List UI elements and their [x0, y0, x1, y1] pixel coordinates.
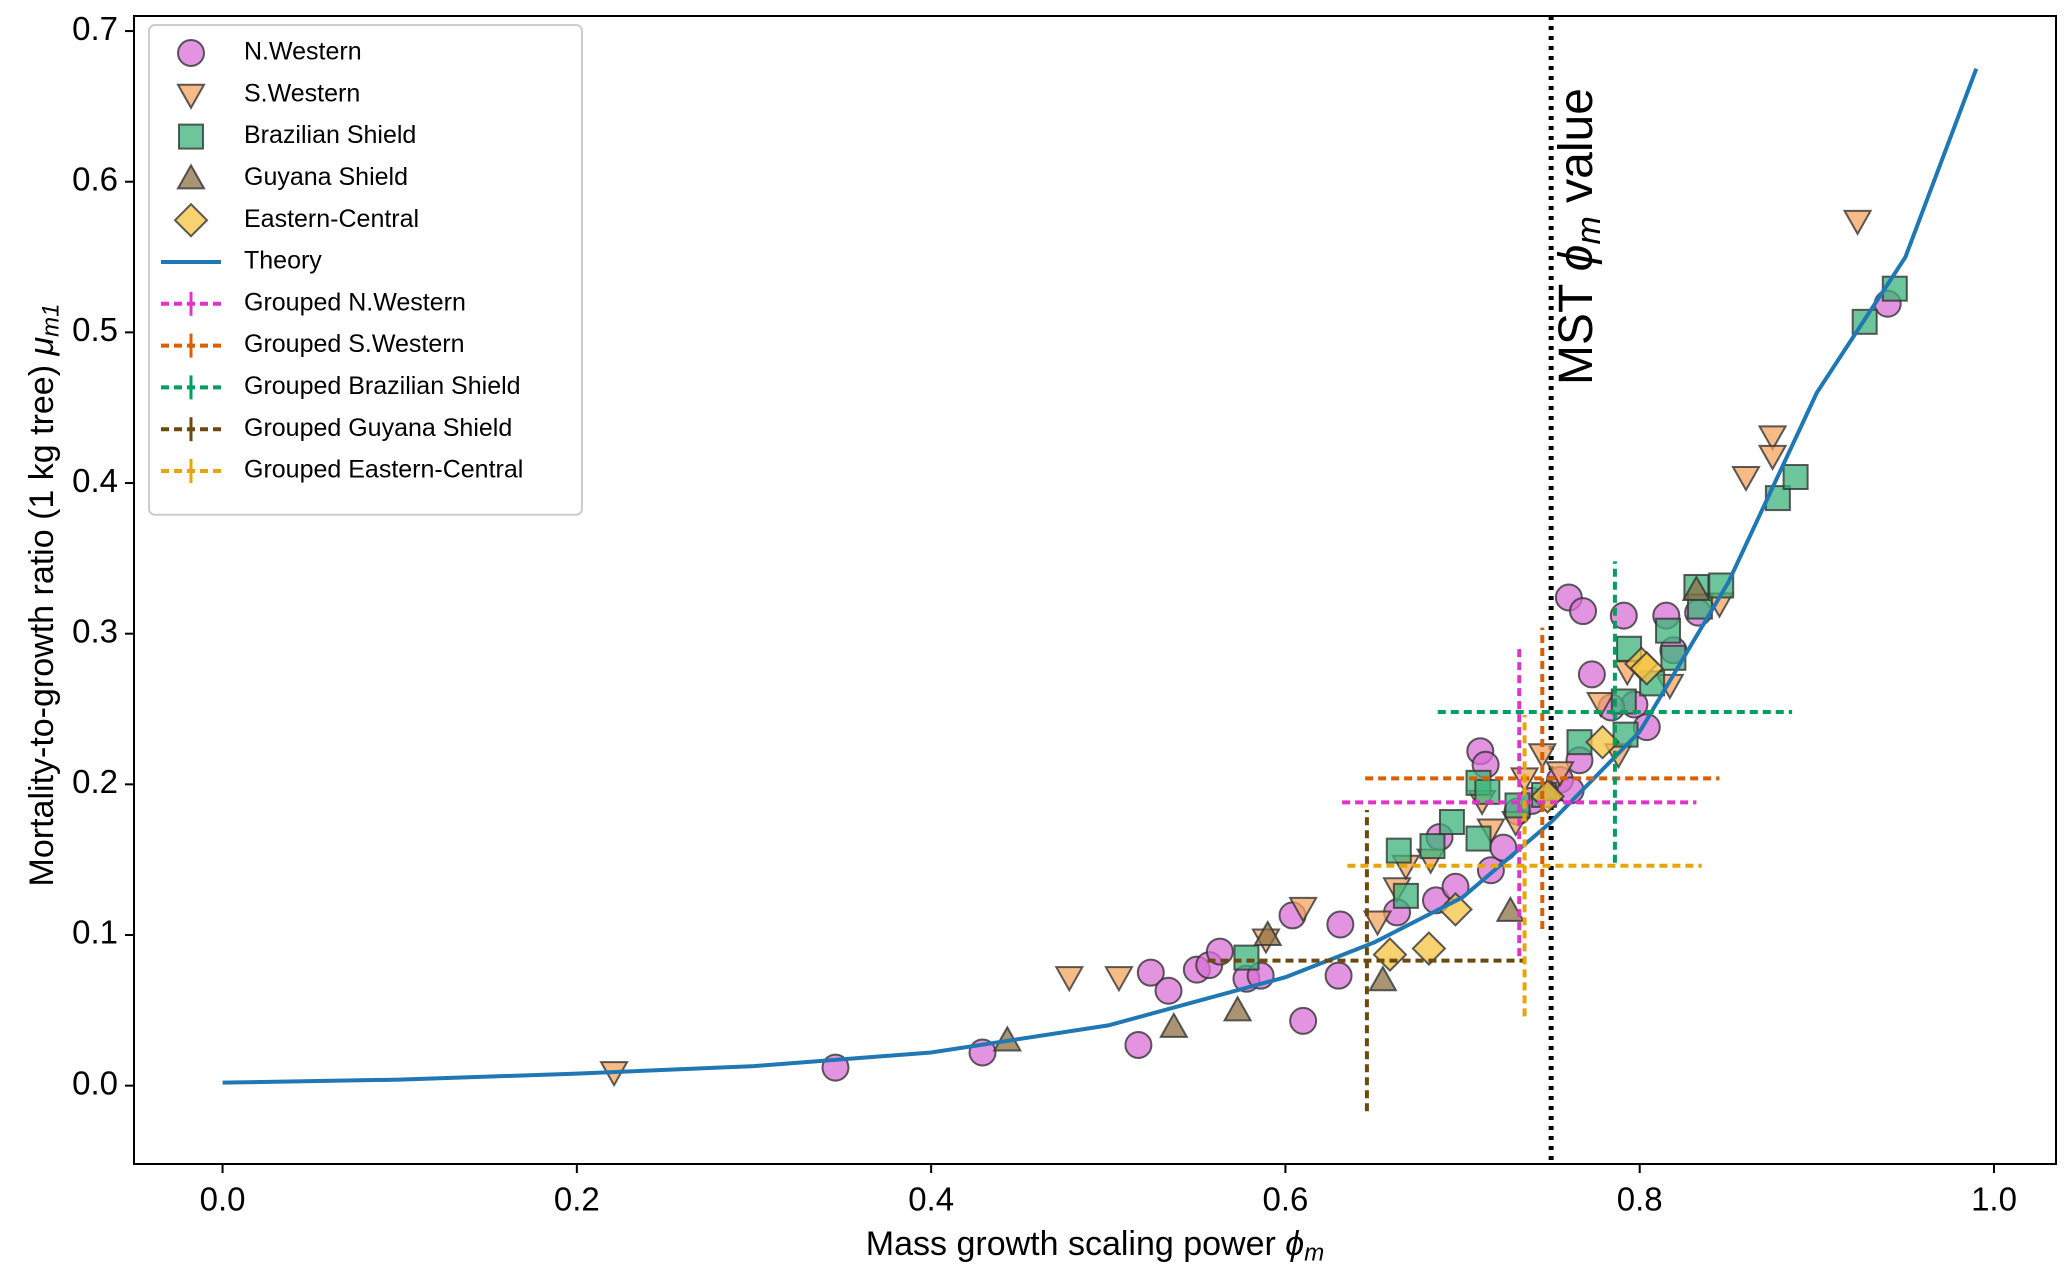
label-part: m — [1570, 216, 1608, 244]
y-tick-label: 0.5 — [72, 311, 118, 348]
label-part: MST — [1550, 271, 1603, 385]
point — [1054, 966, 1085, 993]
point — [1205, 937, 1234, 966]
y-tick-label: 0.2 — [72, 763, 118, 800]
legend-label: Grouped S.Western — [244, 330, 464, 358]
point — [1326, 910, 1355, 939]
legend-label: Eastern-Central — [244, 205, 419, 233]
label-part: μ — [23, 337, 61, 357]
point — [1474, 778, 1501, 805]
x-tick-label: 0.2 — [554, 1181, 600, 1218]
point — [1288, 896, 1318, 923]
point — [1465, 825, 1492, 852]
y-tick-label: 0.6 — [72, 160, 118, 197]
y-tick-label: 0.1 — [72, 914, 118, 951]
point — [1586, 691, 1616, 719]
legend-swatch — [177, 39, 205, 67]
legend-swatch — [173, 202, 209, 238]
point — [1438, 891, 1473, 927]
point — [1362, 910, 1393, 937]
y-tick-label: 0.7 — [72, 10, 118, 47]
legend-label: Brazilian Shield — [244, 121, 416, 149]
point — [1731, 466, 1761, 493]
point — [1438, 809, 1465, 836]
legend-label: N.Western — [244, 38, 362, 66]
legend-box — [148, 24, 583, 516]
plot-frame — [133, 15, 2057, 1165]
point — [1136, 958, 1165, 987]
x-tick-label: 1.0 — [1971, 1181, 2017, 1218]
point — [1289, 1006, 1318, 1035]
point — [1233, 944, 1260, 971]
point — [1842, 209, 1873, 236]
point — [1569, 597, 1598, 626]
label-part: m1 — [38, 304, 65, 337]
point — [1577, 660, 1606, 689]
reference-label: MST ϕm value — [1550, 88, 1608, 385]
point — [1545, 761, 1575, 788]
point — [1154, 976, 1183, 1005]
x-tick-label: 0.8 — [1617, 1181, 1663, 1218]
legend-label: Theory — [244, 247, 322, 275]
y-tick-label: 0.3 — [72, 612, 118, 649]
point — [1782, 464, 1809, 491]
label-part: Mortality-to-growth ratio (1 kg tree) — [23, 356, 61, 887]
label-part: ϕ — [1285, 1225, 1304, 1263]
point — [1385, 837, 1412, 864]
legend-label: Grouped Brazilian Shield — [244, 372, 521, 400]
theory-line — [222, 68, 1979, 1085]
point — [1655, 617, 1682, 644]
x-tick-label: 0.6 — [1262, 1181, 1308, 1218]
point — [1324, 961, 1353, 990]
label-part: Mass growth scaling power — [866, 1225, 1286, 1263]
point — [1372, 937, 1408, 973]
point — [1124, 1030, 1153, 1059]
legend-label: Grouped Eastern-Central — [244, 456, 523, 484]
point — [1253, 919, 1283, 947]
legend-swatch — [176, 83, 206, 110]
point — [1419, 833, 1446, 860]
y-axis-label: Mortality-to-growth ratio (1 kg tree) μm… — [23, 304, 65, 887]
legend-swatch — [178, 123, 204, 150]
label-part: value — [1550, 88, 1603, 216]
point — [1681, 574, 1712, 601]
point — [1495, 895, 1526, 922]
legend-label: Grouped N.Western — [244, 288, 466, 316]
legend-label: S.Western — [244, 79, 360, 107]
point — [1585, 724, 1620, 760]
label-part: m — [1304, 1240, 1324, 1267]
x-tick-label: 0.0 — [200, 1181, 246, 1218]
point — [1104, 966, 1134, 993]
y-tick-label: 0.4 — [72, 462, 118, 499]
label-part: ϕ — [1550, 245, 1603, 272]
legend-swatch — [176, 163, 206, 190]
legend-label: Guyana Shield — [244, 163, 408, 191]
point — [1222, 995, 1253, 1022]
point — [1368, 965, 1398, 992]
point — [1159, 1011, 1189, 1038]
x-tick-label: 0.4 — [908, 1181, 954, 1218]
y-tick-label: 0.0 — [72, 1064, 118, 1101]
point — [1609, 601, 1638, 630]
point — [1757, 425, 1788, 452]
point — [1392, 882, 1419, 909]
legend-label: Grouped Guyana Shield — [244, 414, 512, 442]
x-axis-label: Mass growth scaling power ϕm — [866, 1225, 1324, 1267]
point — [1629, 650, 1665, 686]
point — [1411, 931, 1447, 966]
point — [1757, 444, 1788, 471]
